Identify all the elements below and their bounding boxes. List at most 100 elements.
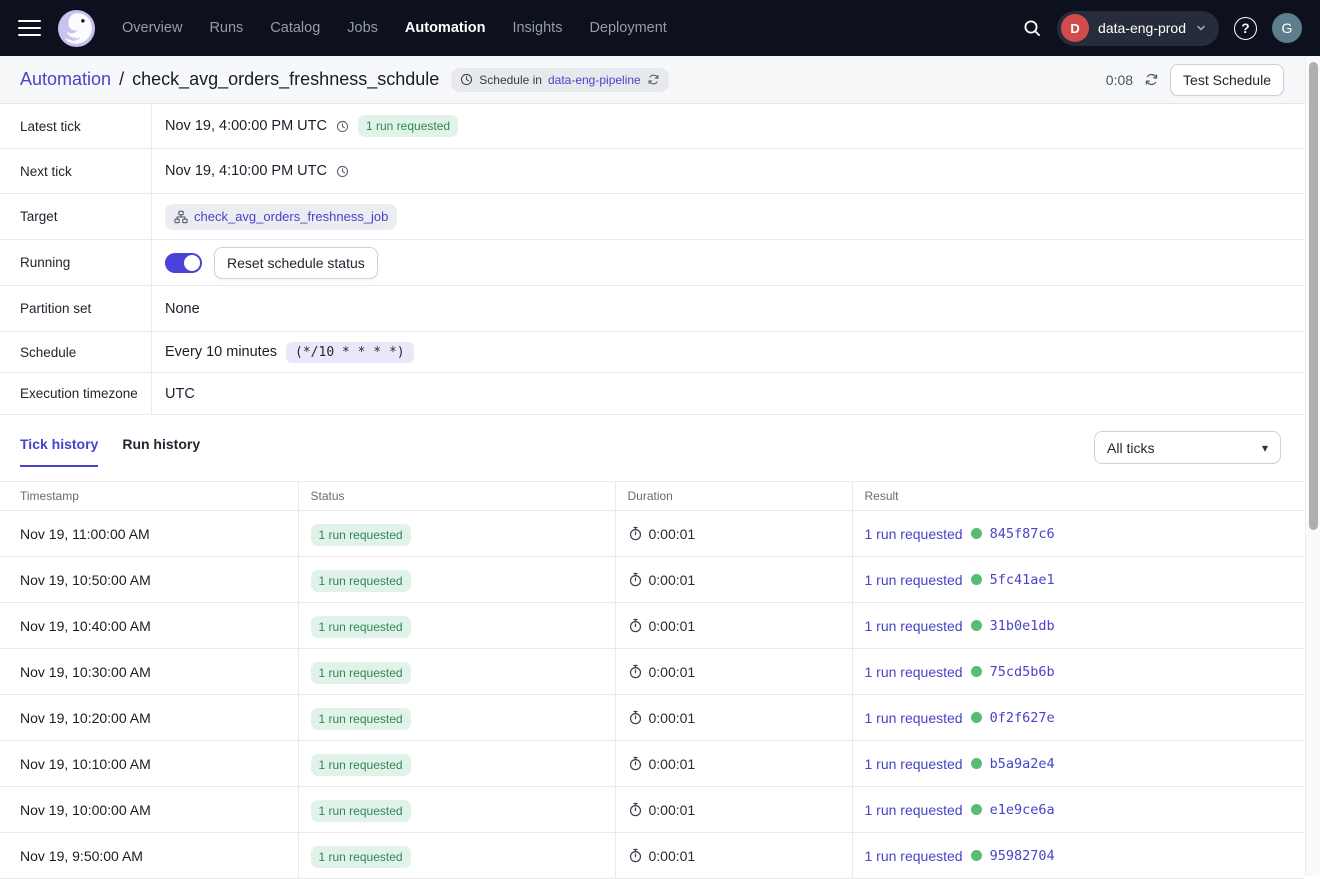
next-tick-time: Nov 19, 4:10:00 PM UTC [165, 163, 327, 179]
target-job-name: check_avg_orders_freshness_job [194, 209, 389, 224]
tick-status-badge: 1 run requested [310, 753, 411, 776]
schedule-location-badge: Schedule in data-eng-pipeline [451, 67, 669, 92]
scrollbar-track[interactable] [1305, 57, 1320, 876]
tick-status-badge: 1 run requested [310, 799, 411, 822]
sync-icon[interactable] [647, 73, 660, 86]
detail-label: Target [0, 194, 152, 239]
run-id-link[interactable]: 31b0e1db [989, 617, 1055, 634]
run-requested-link[interactable]: 1 run requested [864, 709, 963, 726]
run-requested-link[interactable]: 1 run requested [864, 801, 963, 818]
chevron-down-icon [1195, 22, 1207, 34]
stopwatch-icon [628, 710, 643, 725]
tick-timestamp: Nov 19, 10:00:00 AM [20, 801, 151, 818]
tick-timestamp: Nov 19, 11:00:00 AM [20, 525, 150, 542]
detail-label: Next tick [0, 149, 152, 193]
run-requested-link[interactable]: 1 run requested [864, 847, 963, 864]
partition-set-value: None [165, 300, 200, 317]
tick-table-row: Nov 19, 9:50:00 AM 1 run requested 0:00:… [0, 832, 1304, 879]
user-avatar[interactable]: G [1272, 13, 1302, 43]
reset-schedule-status-button[interactable]: Reset schedule status [214, 246, 378, 279]
tick-duration: 0:00:01 [648, 663, 696, 680]
stopwatch-icon [628, 618, 643, 633]
refresh-icon[interactable] [1144, 72, 1159, 87]
run-id-link[interactable]: 75cd5b6b [989, 663, 1055, 680]
scrollbar-thumb[interactable] [1309, 62, 1318, 530]
tick-status-badge: 1 run requested [310, 615, 411, 638]
job-icon [174, 210, 188, 224]
nav-right-group: D data-eng-prod ? G [1022, 10, 1302, 46]
schedule-details: Latest tick Nov 19, 4:00:00 PM UTC 1 run… [0, 104, 1320, 415]
search-icon[interactable] [1022, 18, 1042, 38]
tab-run-history[interactable]: Run history [122, 436, 201, 452]
run-requested-link[interactable]: 1 run requested [864, 663, 963, 680]
run-id-link[interactable]: 0f2f627e [989, 709, 1055, 726]
nav-item-runs[interactable]: Runs [209, 20, 244, 36]
detail-label: Partition set [0, 286, 152, 331]
deployment-name: data-eng-prod [1098, 20, 1186, 36]
tick-duration: 0:00:01 [648, 571, 696, 588]
clock-icon [460, 73, 473, 86]
nav-item-jobs[interactable]: Jobs [347, 20, 378, 36]
tick-status-badge: 1 run requested [310, 523, 411, 546]
stopwatch-icon [628, 664, 643, 679]
run-status-dot-icon [970, 574, 982, 585]
run-requested-link[interactable]: 1 run requested [864, 755, 963, 772]
dagster-logo-icon[interactable] [58, 9, 95, 47]
nav-item-overview[interactable]: Overview [122, 20, 183, 36]
tick-timestamp: Nov 19, 10:50:00 AM [20, 571, 151, 588]
pipeline-link[interactable]: data-eng-pipeline [547, 72, 641, 87]
tick-duration: 0:00:01 [648, 847, 696, 864]
nav-item-insights[interactable]: Insights [512, 20, 563, 36]
col-header-duration: Duration [615, 481, 853, 511]
schedule-frequency: Every 10 minutes [165, 344, 278, 360]
detail-row-execution-timezone: Execution timezone UTC [0, 373, 1320, 415]
latest-tick-status-badge: 1 run requested [358, 115, 459, 137]
run-status-dot-icon [970, 666, 982, 677]
tick-table-header-row: Timestamp Status Duration Result [0, 481, 1304, 511]
nav-item-deployment[interactable]: Deployment [589, 20, 667, 36]
detail-row-schedule: Schedule Every 10 minutes (*/10 * * * *) [0, 332, 1320, 373]
tick-filter-select[interactable]: All ticks ▾ [1094, 431, 1281, 464]
run-requested-link[interactable]: 1 run requested [864, 525, 963, 542]
refresh-countdown: 0:08 [1105, 71, 1134, 88]
page-header: Automation / check_avg_orders_freshness_… [0, 56, 1320, 104]
latest-tick-time: Nov 19, 4:00:00 PM UTC [165, 118, 327, 134]
detail-row-latest-tick: Latest tick Nov 19, 4:00:00 PM UTC 1 run… [0, 104, 1320, 149]
run-id-link[interactable]: 95982704 [989, 847, 1055, 864]
stopwatch-icon [628, 848, 643, 863]
detail-row-target: Target check_avg_orders_freshness_job [0, 194, 1320, 240]
tick-timestamp: Nov 19, 9:50:00 AM [20, 847, 143, 864]
target-job-link[interactable]: check_avg_orders_freshness_job [165, 203, 398, 230]
col-header-result: Result [852, 481, 1304, 511]
tab-tick-history[interactable]: Tick history [20, 436, 99, 467]
run-requested-link[interactable]: 1 run requested [864, 571, 963, 588]
tick-status-badge: 1 run requested [310, 845, 411, 868]
run-status-dot-icon [970, 528, 982, 539]
run-id-link[interactable]: e1e9ce6a [989, 801, 1055, 818]
nav-item-automation[interactable]: Automation [404, 20, 486, 36]
detail-label: Running [0, 240, 152, 285]
tick-table-row: Nov 19, 10:20:00 AM 1 run requested 0:00… [0, 694, 1304, 741]
timezone-value: UTC [165, 385, 195, 402]
tick-timestamp: Nov 19, 10:10:00 AM [20, 755, 151, 772]
top-nav: Overview Runs Catalog Jobs Automation Insight… [0, 0, 1320, 56]
help-icon[interactable]: ? [1234, 16, 1257, 40]
run-requested-link[interactable]: 1 run requested [864, 617, 963, 634]
run-id-link[interactable]: 5fc41ae1 [989, 571, 1055, 588]
run-id-link[interactable]: 845f87c6 [989, 525, 1055, 542]
col-header-status: Status [298, 481, 616, 511]
breadcrumb-automation-link[interactable]: Automation [20, 69, 112, 89]
detail-label: Schedule [0, 332, 152, 372]
test-schedule-button[interactable]: Test Schedule [1170, 63, 1284, 96]
tick-duration: 0:00:01 [648, 755, 696, 772]
hamburger-menu-icon[interactable] [18, 19, 41, 37]
tick-filter-value: All ticks [1107, 439, 1155, 456]
run-id-link[interactable]: b5a9a2e4 [989, 755, 1055, 772]
running-toggle[interactable] [165, 252, 202, 273]
clock-icon [336, 120, 349, 133]
run-status-dot-icon [970, 850, 982, 861]
deployment-switcher[interactable]: D data-eng-prod [1057, 10, 1219, 46]
detail-row-running: Running Reset schedule status [0, 240, 1320, 286]
tick-duration: 0:00:01 [648, 801, 696, 818]
nav-item-catalog[interactable]: Catalog [270, 20, 321, 36]
